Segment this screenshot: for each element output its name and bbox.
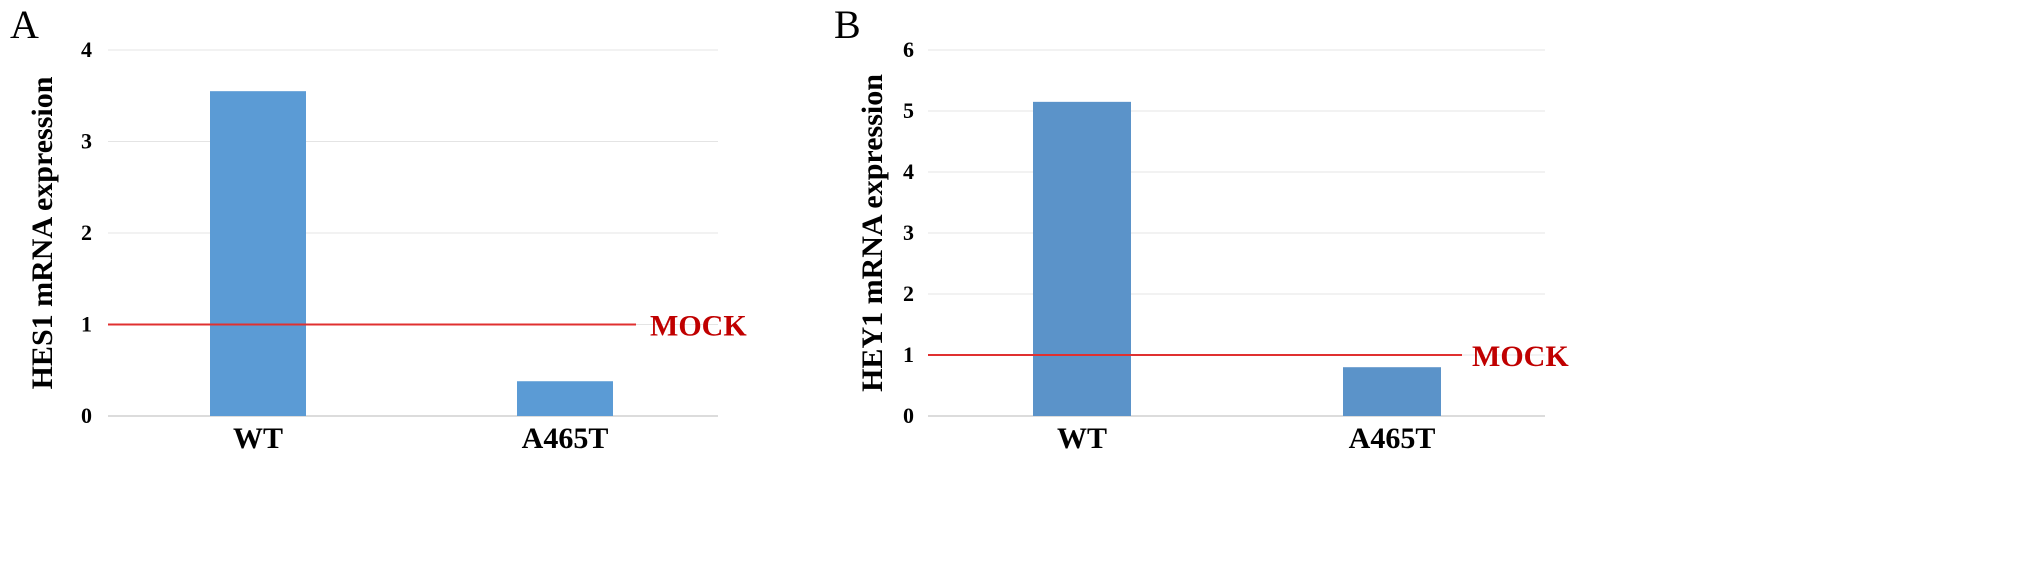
- chart-1-x-tick-label: WT: [233, 422, 283, 455]
- chart-1-y-tick-label: 4: [81, 37, 92, 62]
- chart-2-x-tick-label: WT: [1057, 422, 1107, 455]
- chart-2-y-tick-label: 3: [903, 220, 914, 245]
- chart-2-y-tick-label: 4: [903, 159, 914, 184]
- chart-2-y-tick-label: 1: [903, 342, 914, 367]
- chart-2-x-tick-label: A465T: [1349, 422, 1436, 455]
- chart-2-y-tick-label: 2: [903, 281, 914, 306]
- chart-1-x-tick-label: A465T: [522, 422, 609, 455]
- chart-1-panel-label: A: [10, 2, 39, 47]
- chart-1-bar-wt: [210, 91, 306, 417]
- chart-2-y-tick-label: 5: [903, 98, 914, 123]
- chart-1-mock-label: MOCK: [650, 310, 747, 343]
- chart-1-y-axis-label: HES1 mRNA expression: [26, 76, 59, 389]
- chart-2-mock-label: MOCK: [1472, 340, 1569, 373]
- chart-1-y-tick-label: 0: [81, 403, 92, 428]
- chart-1-panel: A 0 1 2 3 4 HES1 mRNA expression WT A465T MOCK: [10, 2, 747, 455]
- chart-1-y-tick-label: 1: [81, 312, 92, 337]
- chart-1-bar-a465t: [517, 381, 613, 416]
- chart-2-y-tick-label: 6: [903, 37, 914, 62]
- chart-2-panel: B 0 1 2 3 4 5 6 HEY1 mRNA expression WT A465T MOCK: [834, 2, 1569, 455]
- chart-2-y-axis-label: HEY1 mRNA expression: [856, 74, 889, 392]
- chart-2-bar-a465t: [1343, 367, 1441, 416]
- chart-2-panel-label: B: [834, 2, 861, 47]
- chart-1-y-tick-label: 3: [81, 129, 92, 154]
- chart-2-y-tick-label: 0: [903, 403, 914, 428]
- chart-1-y-tick-label: 2: [81, 220, 92, 245]
- chart-2-bar-wt: [1033, 101, 1131, 416]
